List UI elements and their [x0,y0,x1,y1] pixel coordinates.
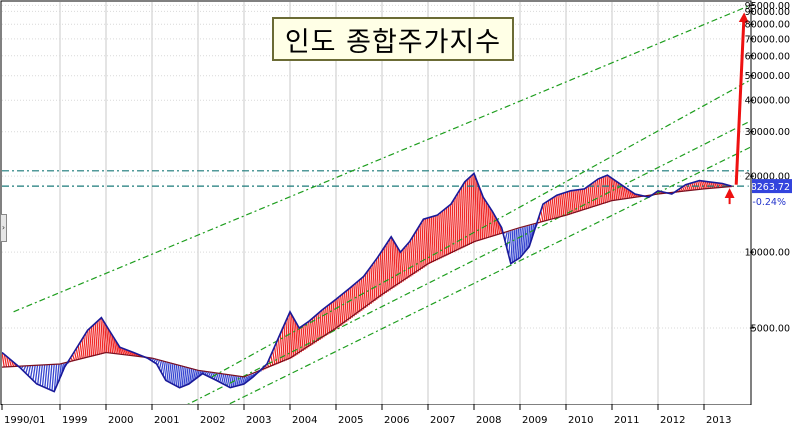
x-tick-label: 2005 [338,415,363,426]
y-tick-label: 60000.00 [745,51,790,62]
x-tick-label: 2004 [292,415,317,426]
y-tick-label: 90000.00 [745,7,790,18]
x-tick-label: 2003 [246,415,271,426]
y-tick-label: 30000.00 [745,127,790,138]
x-axis: 1990/01 1999 2000 2001 2002 2003 2004 2005 2006 2… [0,404,793,430]
x-tick-label: 2008 [476,415,501,426]
x-tick-label: 2000 [108,415,133,426]
x-tick-label: 2002 [200,415,225,426]
x-tick-label: 1990/01 [4,415,46,426]
y-tick-label: 5000.00 [751,324,790,335]
x-tick-label: 2009 [522,415,547,426]
last-value-label: 18263.72 [745,182,790,193]
y-tick-label: 10000.00 [745,248,790,259]
y-tick-label: 80000.00 [745,20,790,31]
x-tick-label: 2007 [430,415,455,426]
change-label: -0.24% [752,197,786,208]
x-tick-label: 2011 [614,415,639,426]
x-tick-label: 2010 [568,415,593,426]
chart-title: 인도 종합주가지수 [272,17,514,61]
x-tick-label: 1999 [62,415,87,426]
x-tick-label: 2001 [154,415,179,426]
x-tick-label: 2012 [660,415,685,426]
x-tick-label: 2006 [384,415,409,426]
y-axis: 95000.0090000.0080000.0070000.0060000.00… [745,1,792,335]
y-tick-label: 40000.00 [745,96,790,107]
panel-collapse-handle[interactable]: › [0,214,7,242]
y-tick-label: 70000.00 [745,34,790,45]
y-tick-label: 50000.00 [745,71,790,82]
x-tick-label: 2013 [706,415,731,426]
